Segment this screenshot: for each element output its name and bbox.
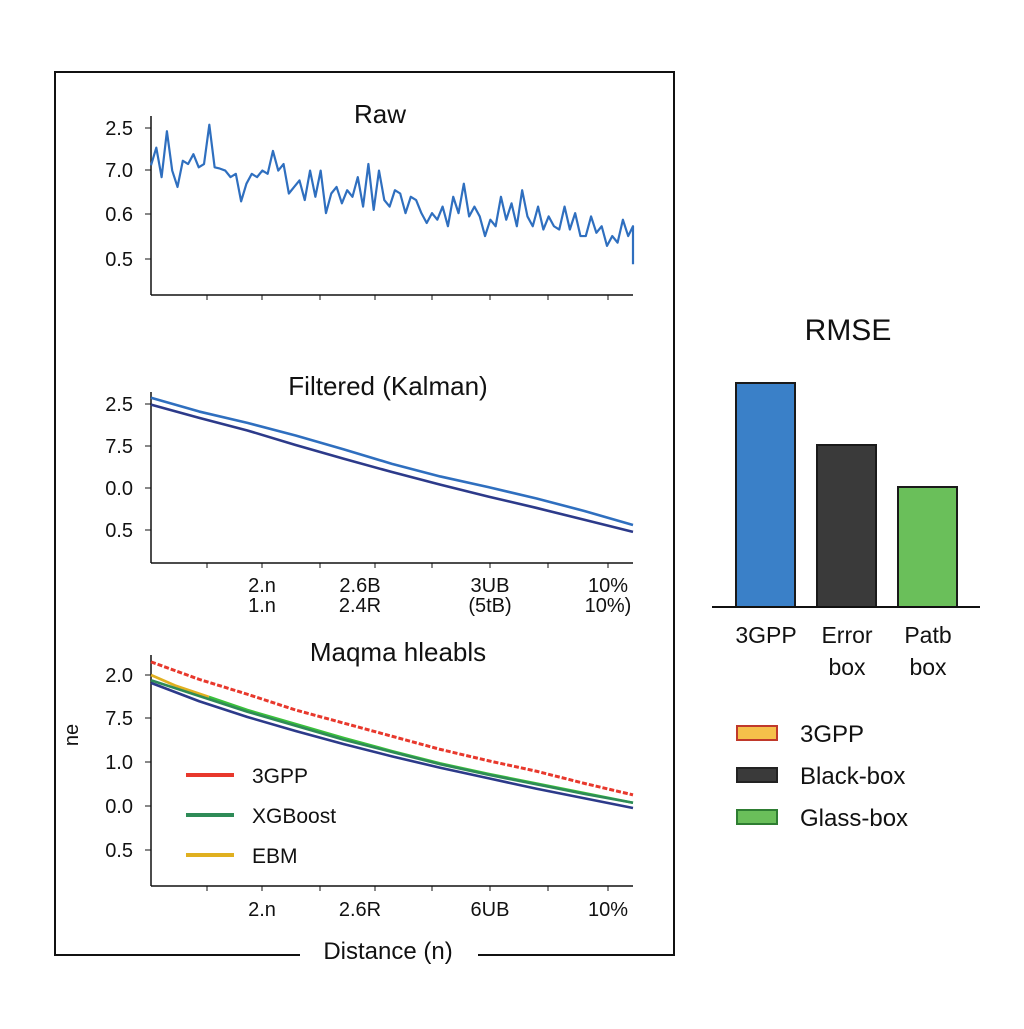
legend-label: EBM	[252, 845, 298, 868]
x-tick-label: 3UB	[471, 575, 510, 597]
y-tick-label: 0.6	[105, 204, 133, 226]
bar-1	[816, 444, 877, 608]
y-tick-label: 2.5	[105, 118, 133, 140]
y-tick-label: 0.5	[105, 249, 133, 271]
y-tick-label: 1.0	[105, 752, 133, 774]
x-axis-label: Distance (n)	[323, 938, 452, 965]
y-axis-label: ne	[61, 724, 83, 746]
y-tick-label: 2.5	[105, 394, 133, 416]
bar-legend-swatch	[736, 767, 778, 783]
bar-category-label: Patb box	[904, 622, 951, 680]
legend-label: XGBoost	[252, 805, 336, 828]
x-tick-label: 10%)	[585, 595, 632, 617]
bar-chart-title: RMSE	[805, 314, 892, 347]
bar-legend-label: Glass-box	[800, 805, 908, 832]
x-tick-label: 10%	[588, 899, 628, 921]
x-tick-label: (5tB)	[468, 595, 511, 617]
bar-category-label: Error box	[821, 622, 872, 680]
bar-2	[897, 486, 958, 608]
series-line-unnamed	[150, 396, 634, 527]
y-tick-label: 0.0	[105, 478, 133, 500]
xlabel-background	[300, 936, 478, 966]
panel-title: Raw	[354, 99, 406, 129]
panel-title: Filtered (Kalman)	[288, 371, 487, 401]
series-line-ebm	[150, 673, 210, 699]
series-line-unnamed	[150, 403, 634, 534]
x-tick-label: 10%	[588, 575, 628, 597]
y-tick-label: 7.5	[105, 436, 133, 458]
y-tick-label: 0.5	[105, 520, 133, 542]
x-tick-label: 1.n	[248, 595, 276, 617]
y-tick-label: 2.0	[105, 665, 133, 687]
panel-title: Maqma hleabls	[310, 637, 486, 667]
y-tick-label: 7.0	[105, 160, 133, 182]
y-tick-label: 7.5	[105, 708, 133, 730]
x-tick-label: 2.6R	[339, 899, 381, 921]
bar-legend-label: Black-box	[800, 763, 905, 790]
bar-legend-label: 3GPP	[800, 721, 864, 748]
x-tick-label: 6UB	[471, 899, 510, 921]
series-line-unnamed	[149, 123, 635, 265]
x-tick-label: 2.6B	[339, 575, 380, 597]
y-tick-label: 0.5	[105, 840, 133, 862]
left-frame	[54, 71, 675, 956]
legend-label: 3GPP	[252, 765, 308, 788]
series-line-unnamed	[150, 681, 634, 810]
bar-legend-swatch	[736, 809, 778, 825]
x-tick-label: 2.n	[248, 575, 276, 597]
y-tick-label: 0.0	[105, 796, 133, 818]
bar-0	[735, 382, 796, 608]
series-line-3gpp	[150, 660, 634, 797]
bar-legend-swatch	[736, 725, 778, 741]
x-tick-label: 2.4R	[339, 595, 381, 617]
series-line-xgboost	[150, 679, 634, 805]
bar-category-label: 3GPP	[735, 622, 796, 648]
x-tick-label: 2.n	[248, 899, 276, 921]
